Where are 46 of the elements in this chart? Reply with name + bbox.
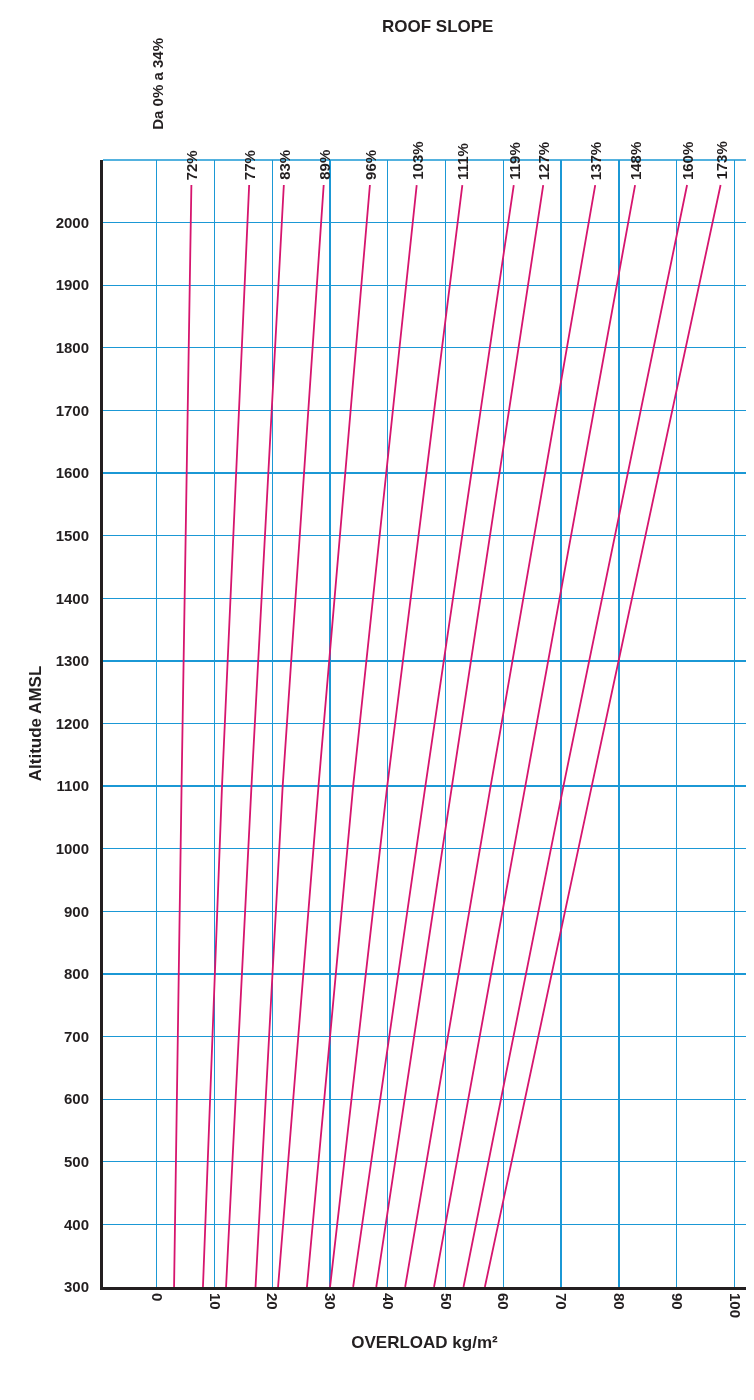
text: 83% bbox=[275, 149, 293, 180]
x-axis-title: OVERLOAD kg/m² bbox=[351, 1333, 499, 1353]
x-tick-label: 0 bbox=[148, 1293, 166, 1302]
text: Da 0% a 34% bbox=[148, 38, 166, 130]
x-tick-label: 40 bbox=[379, 1293, 397, 1310]
text: ROOF SLOPE bbox=[382, 17, 494, 36]
y-tick-label: 1200 bbox=[55, 714, 89, 732]
text: 137% bbox=[587, 141, 605, 181]
y-tick-label: 800 bbox=[63, 965, 89, 983]
y-tick-label: 1100 bbox=[56, 777, 89, 795]
x-tick-label: 20 bbox=[264, 1293, 282, 1310]
x-tick-label: 10 bbox=[206, 1293, 224, 1310]
text: 173% bbox=[712, 141, 730, 180]
text: 72% bbox=[183, 150, 201, 181]
y-tick-label: 1500 bbox=[55, 526, 89, 544]
y-tick-label: 300 bbox=[63, 1278, 89, 1296]
x-tick-label: 60 bbox=[495, 1293, 513, 1310]
y-tick-label: 400 bbox=[63, 1215, 89, 1233]
y-tick-label: 500 bbox=[63, 1153, 89, 1171]
y-tick-label: 1300 bbox=[55, 652, 89, 670]
y-axis-title: Altitude AMSL bbox=[26, 665, 46, 782]
x-tick-label: 100 bbox=[726, 1293, 744, 1319]
y-tick-label: 1000 bbox=[55, 839, 89, 857]
text: 127% bbox=[535, 141, 553, 181]
x-tick-label: 50 bbox=[437, 1293, 455, 1310]
text: 111% bbox=[453, 143, 471, 180]
text: 96% bbox=[361, 149, 379, 180]
y-tick-label: 1800 bbox=[55, 339, 89, 357]
text: 89% bbox=[315, 149, 333, 180]
y-tick-label: 1600 bbox=[55, 464, 89, 482]
y-tick-label: 700 bbox=[63, 1027, 89, 1045]
y-tick-label: 2000 bbox=[55, 213, 89, 231]
text: 119% bbox=[505, 142, 523, 180]
x-tick-label: 70 bbox=[553, 1293, 571, 1310]
y-tick-label: 600 bbox=[63, 1090, 89, 1108]
y-tick-label: 1400 bbox=[55, 589, 89, 607]
x-tick-label: 30 bbox=[322, 1293, 340, 1310]
y-tick-label: 1900 bbox=[55, 276, 89, 294]
text: 160% bbox=[679, 141, 697, 181]
y-tick-label: 1700 bbox=[55, 401, 89, 419]
x-tick-label: 80 bbox=[611, 1293, 629, 1310]
text: 77% bbox=[241, 150, 259, 181]
y-tick-label: 900 bbox=[63, 902, 89, 920]
text: 148% bbox=[627, 141, 645, 181]
text: 103% bbox=[408, 141, 426, 180]
x-tick-label: 90 bbox=[668, 1293, 686, 1310]
